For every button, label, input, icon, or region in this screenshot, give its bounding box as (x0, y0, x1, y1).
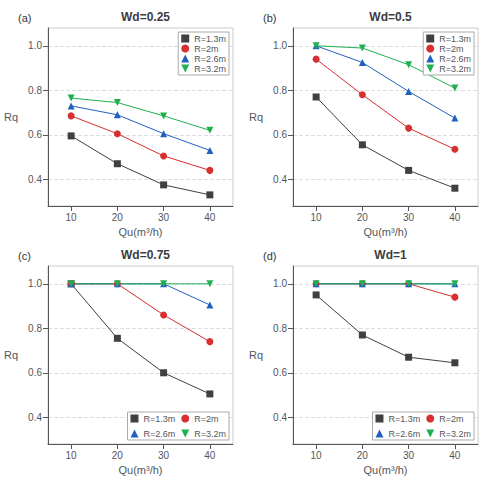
svg-text:R=2.6m: R=2.6m (143, 429, 175, 439)
svg-text:Qu(m³/h): Qu(m³/h) (119, 226, 163, 238)
svg-text:0.4: 0.4 (273, 174, 287, 185)
svg-text:R=3.2m: R=3.2m (439, 64, 471, 74)
svg-text:R=2.6m: R=2.6m (388, 429, 420, 439)
svg-text:R=1.3m: R=1.3m (439, 34, 471, 44)
svg-text:R=2.6m: R=2.6m (439, 54, 471, 64)
svg-text:(d): (d) (263, 250, 276, 262)
svg-text:30: 30 (403, 212, 415, 223)
svg-text:0.6: 0.6 (28, 129, 42, 140)
svg-text:40: 40 (449, 212, 461, 223)
svg-text:R=3.2m: R=3.2m (439, 429, 471, 439)
svg-text:Wd=0.75: Wd=0.75 (121, 248, 170, 262)
svg-text:10: 10 (66, 212, 78, 223)
svg-text:R=3.2m: R=3.2m (194, 429, 226, 439)
svg-text:0.8: 0.8 (273, 85, 287, 96)
svg-text:1.0: 1.0 (273, 40, 287, 51)
svg-text:0.4: 0.4 (273, 412, 287, 423)
svg-text:Wd=0.5: Wd=0.5 (369, 10, 412, 24)
svg-text:0.4: 0.4 (28, 412, 42, 423)
svg-text:40: 40 (204, 212, 216, 223)
svg-text:R=2.6m: R=2.6m (194, 54, 226, 64)
svg-text:20: 20 (357, 212, 369, 223)
svg-text:0.6: 0.6 (28, 367, 42, 378)
svg-text:Qu(m³/h): Qu(m³/h) (364, 464, 408, 476)
svg-text:R=2m: R=2m (439, 414, 463, 424)
svg-text:R=3.2m: R=3.2m (194, 64, 226, 74)
svg-text:0.4: 0.4 (28, 174, 42, 185)
svg-text:10: 10 (311, 212, 323, 223)
svg-text:R=2m: R=2m (194, 414, 218, 424)
svg-text:0.6: 0.6 (273, 367, 287, 378)
svg-text:Wd=1: Wd=1 (374, 248, 407, 262)
svg-text:20: 20 (357, 450, 369, 461)
svg-text:(a): (a) (18, 12, 31, 24)
svg-text:40: 40 (449, 450, 461, 461)
svg-text:R=2m: R=2m (439, 44, 463, 54)
svg-text:10: 10 (66, 450, 78, 461)
svg-text:Wd=0.25: Wd=0.25 (121, 10, 170, 24)
svg-text:Qu(m³/h): Qu(m³/h) (119, 464, 163, 476)
svg-text:R=1.3m: R=1.3m (143, 414, 175, 424)
svg-text:Rq: Rq (249, 111, 263, 123)
svg-text:R=2m: R=2m (194, 44, 218, 54)
svg-text:20: 20 (112, 450, 124, 461)
svg-text:0.8: 0.8 (28, 85, 42, 96)
svg-text:10: 10 (311, 450, 323, 461)
svg-text:30: 30 (403, 450, 415, 461)
svg-text:(c): (c) (18, 250, 31, 262)
svg-text:1.0: 1.0 (28, 278, 42, 289)
svg-text:20: 20 (112, 212, 124, 223)
svg-text:Rq: Rq (249, 349, 263, 361)
svg-text:30: 30 (158, 212, 170, 223)
svg-text:Rq: Rq (4, 111, 18, 123)
svg-text:40: 40 (204, 450, 216, 461)
svg-text:1.0: 1.0 (28, 40, 42, 51)
svg-text:30: 30 (158, 450, 170, 461)
svg-text:0.8: 0.8 (28, 323, 42, 334)
svg-text:Rq: Rq (4, 349, 18, 361)
svg-text:Qu(m³/h): Qu(m³/h) (364, 226, 408, 238)
svg-text:0.6: 0.6 (273, 129, 287, 140)
svg-text:R=1.3m: R=1.3m (194, 34, 226, 44)
svg-text:R=1.3m: R=1.3m (388, 414, 420, 424)
svg-text:0.8: 0.8 (273, 323, 287, 334)
svg-text:(b): (b) (263, 12, 276, 24)
svg-text:1.0: 1.0 (273, 278, 287, 289)
